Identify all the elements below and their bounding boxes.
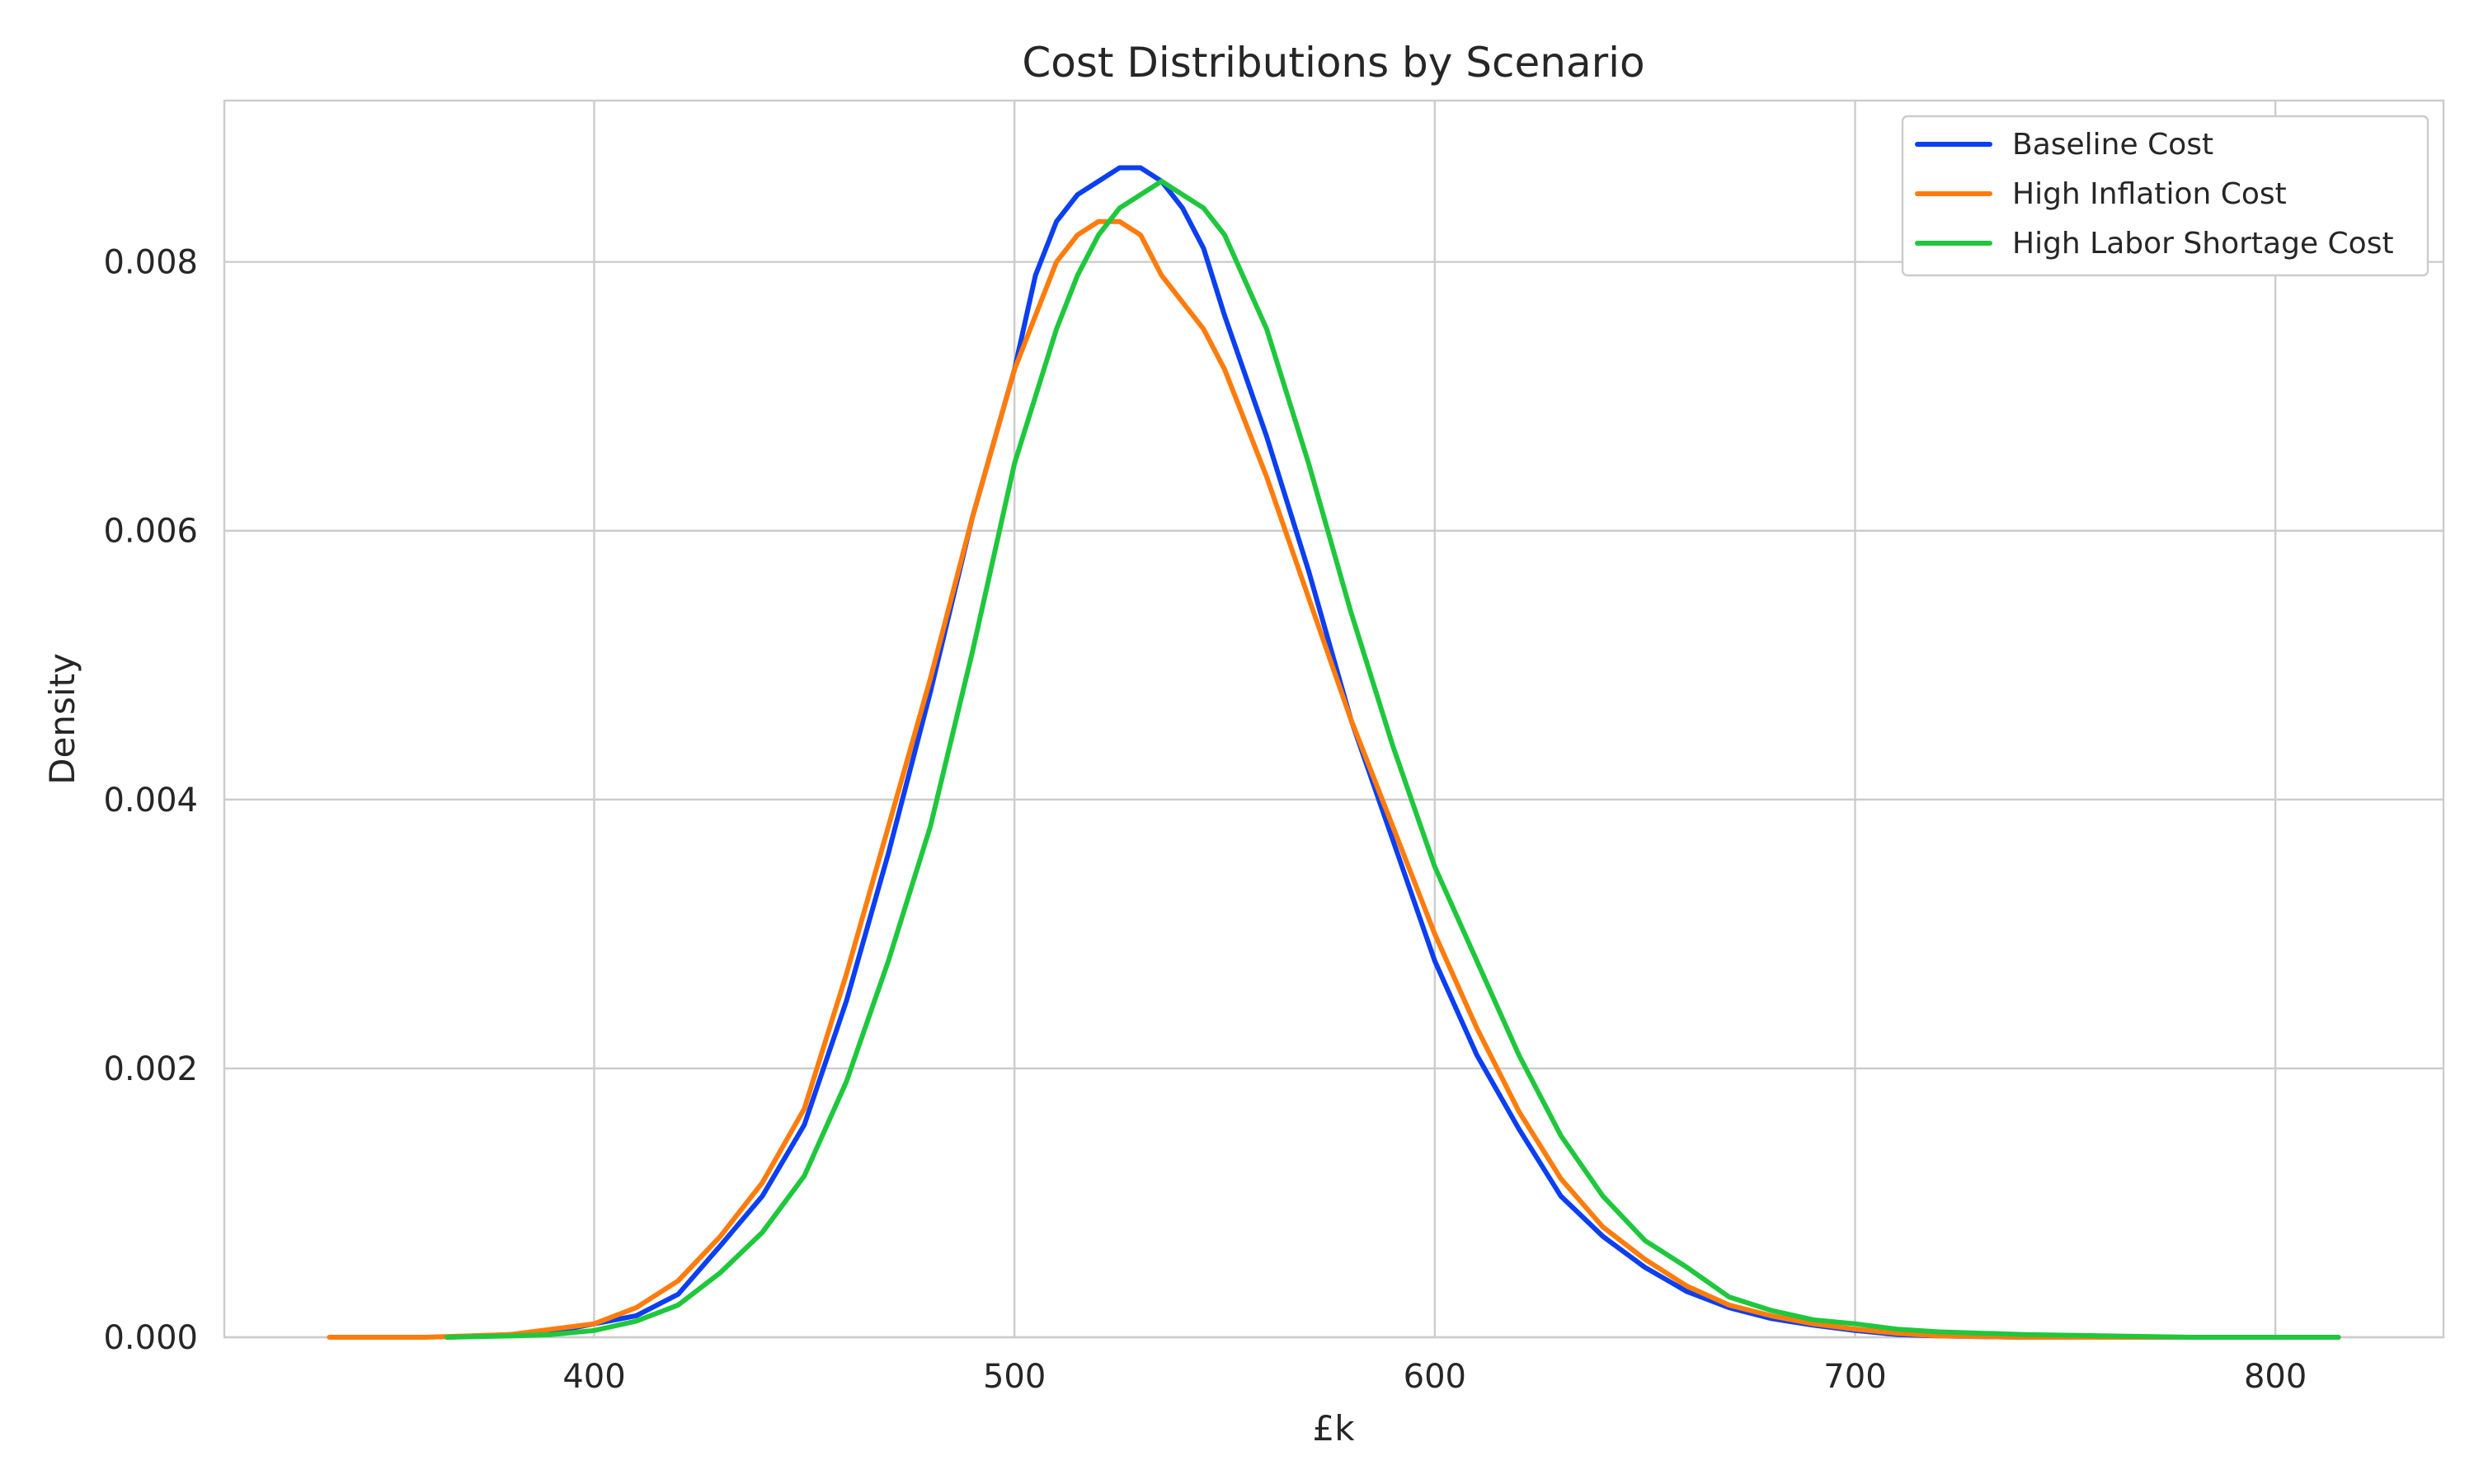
- x-axis-label: £k: [1312, 1408, 1355, 1449]
- x-tick-label: 400: [562, 1358, 625, 1396]
- x-tick-label: 600: [1404, 1358, 1466, 1396]
- y-tick-label: 0.008: [103, 244, 198, 282]
- legend-label: High Inflation Cost: [2012, 177, 2287, 211]
- y-tick-label: 0.004: [103, 782, 198, 819]
- y-tick-label: 0.006: [103, 513, 198, 551]
- y-tick-label: 0.000: [103, 1319, 198, 1357]
- series-line-2: [444, 178, 2341, 1340]
- x-tick-labels: 400 500 600 700 800: [562, 1358, 2307, 1396]
- x-tick-label: 500: [983, 1358, 1046, 1396]
- chart-title: Cost Distributions by Scenario: [1022, 39, 1644, 87]
- legend-box: [1901, 115, 2429, 277]
- y-tick-label: 0.002: [103, 1050, 198, 1088]
- legend-label: High Labor Shortage Cost: [2012, 227, 2394, 261]
- y-tick-labels: 0.000 0.002 0.004 0.006 0.008: [103, 244, 198, 1357]
- y-axis-label: Density: [42, 653, 82, 785]
- series-line-1: [327, 218, 2341, 1340]
- x-tick-label: 700: [1823, 1358, 1886, 1396]
- plot-frame: [223, 99, 2445, 1339]
- x-tick-label: 800: [2244, 1358, 2307, 1396]
- legend: Baseline Cost High Inflation Cost High Lab…: [1901, 115, 2429, 277]
- legend-label: Baseline Cost: [2012, 128, 2213, 162]
- series-lines: [327, 165, 2341, 1340]
